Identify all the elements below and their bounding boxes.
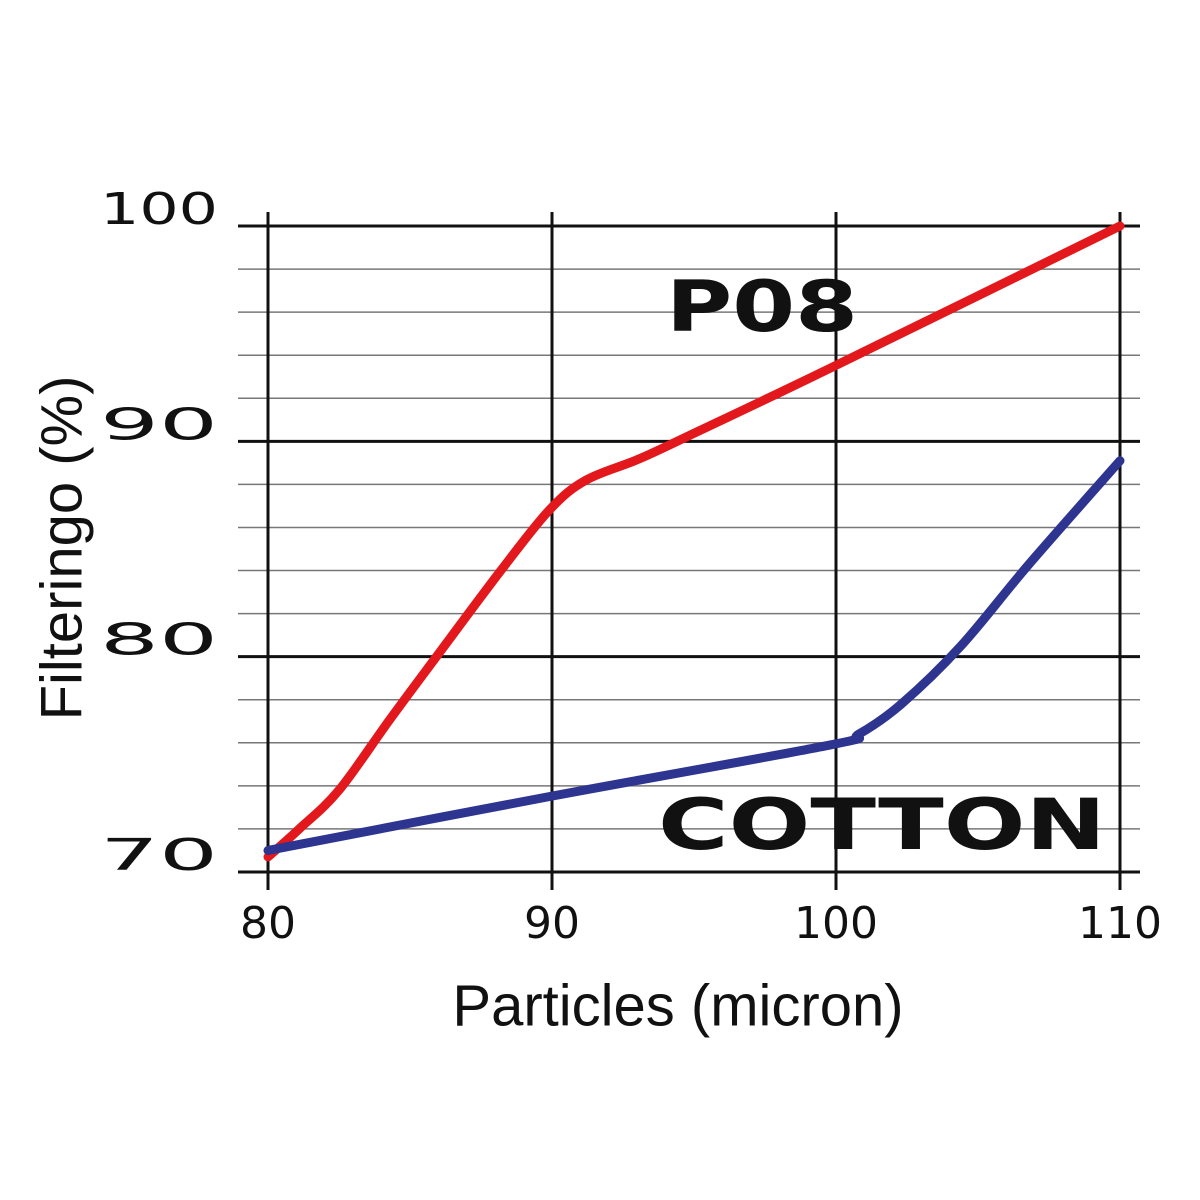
line [263,456,1125,855]
x-tick-label: 100 [794,898,878,949]
y-tick-label: 80 [100,615,218,666]
x-tick-label: 90 [524,898,580,949]
line [263,221,1125,862]
y-tick-label: 70 [100,830,218,881]
y-axis-label: Filteringo (%) [29,376,94,721]
y-tick-label: 100 [100,184,218,235]
y-tick-label: 90 [100,399,218,450]
x-tick-label: 80 [240,898,296,949]
x-tick-label: 110 [1078,898,1162,949]
series-label: COTTON [658,784,1106,866]
series-label: P08 [666,266,858,348]
x-axis-label: Particles (micron) [452,973,903,1038]
